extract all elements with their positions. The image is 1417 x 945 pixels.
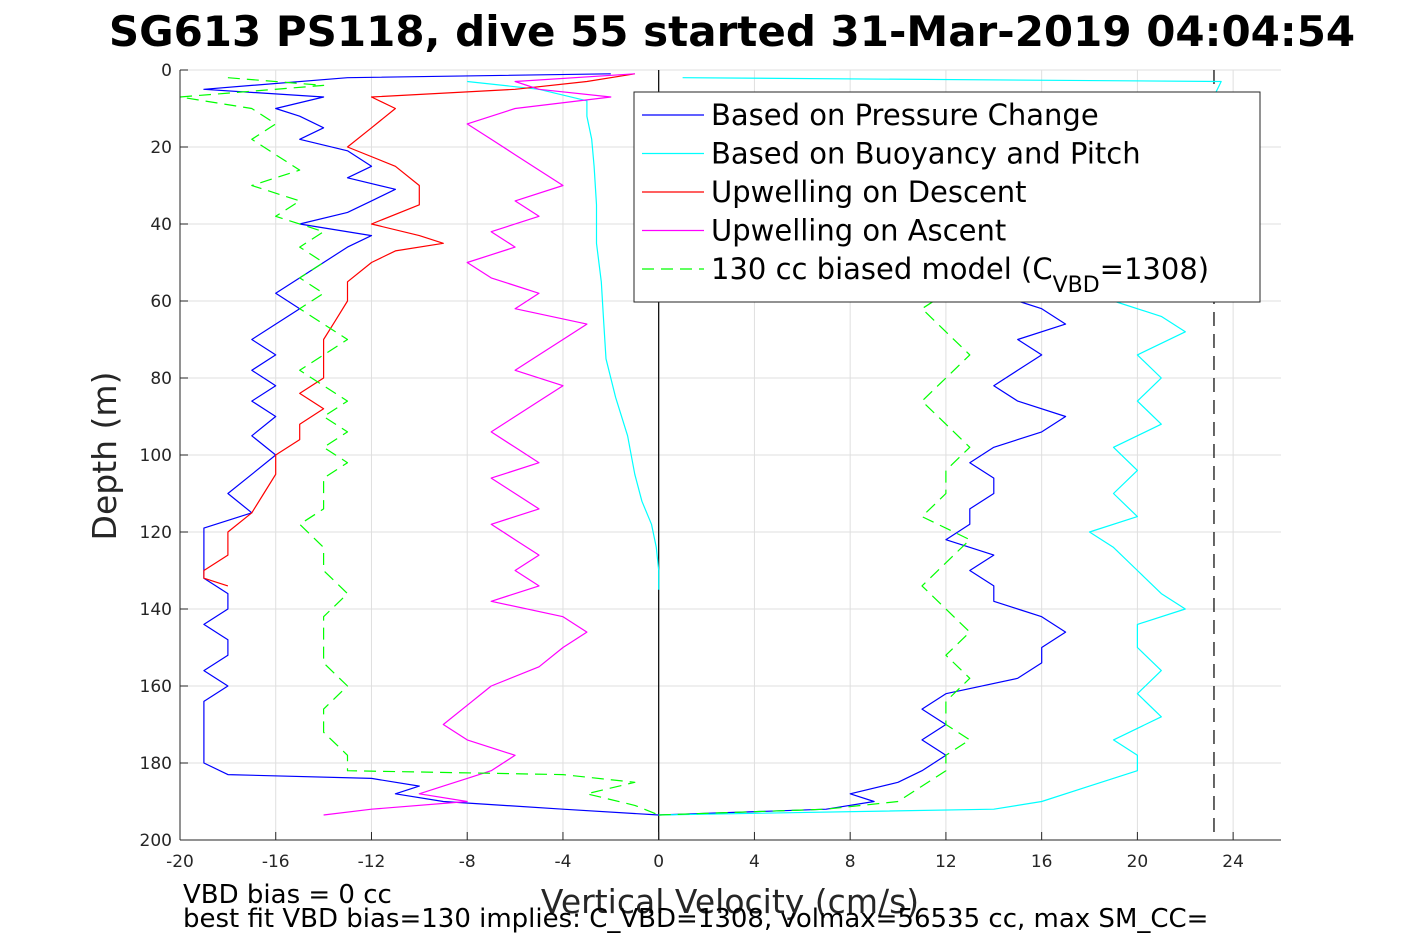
x-axis-label: Vertical Velocity (cm/s) [541, 882, 919, 921]
y-tick-label: 140 [140, 600, 172, 620]
x-tick-label: -8 [459, 852, 476, 872]
x-tick-label: 8 [845, 852, 856, 872]
x-tick-label: 16 [1031, 852, 1053, 872]
best-fit-note: best fit VBD bias=130 implies: C_VBD=130… [183, 904, 1208, 934]
series-line-2-descent [467, 80, 660, 590]
series-line-5-ascent [658, 292, 971, 816]
legend-label: Upwelling on Descent [711, 175, 1027, 209]
y-tick-label: 60 [150, 292, 172, 312]
chart-title: SG613 PS118, dive 55 started 31-Mar-2019… [109, 7, 1355, 56]
series-line-5-descent [179, 77, 659, 816]
y-axis-label: Depth (m) [85, 372, 124, 541]
legend-label: Upwelling on Ascent [711, 214, 1006, 248]
x-tick-label: 24 [1222, 852, 1244, 872]
y-tick-label: 40 [150, 215, 172, 235]
series-line-1-descent [203, 73, 659, 816]
y-tick-label: 160 [140, 677, 172, 697]
legend-label: Based on Buoyancy and Pitch [711, 137, 1141, 171]
axes: -20 -16 -12 -8 -4 0 4 8 12 16 20 24 0 20 40 60 80 100 120 1… [140, 61, 1281, 872]
y-tick-label: 120 [140, 523, 172, 543]
series-line-4-ascent [323, 73, 635, 816]
x-tick-label: -20 [166, 852, 194, 872]
x-tick-label: 12 [935, 852, 957, 872]
x-tick-label: -4 [554, 852, 571, 872]
y-tick-label: 200 [140, 831, 172, 851]
y-tick-label: 100 [140, 446, 172, 466]
vbd-bias-note: VBD bias = 0 cc [183, 880, 392, 910]
series-group [179, 73, 1222, 816]
y-tick-label: 20 [150, 138, 172, 158]
series-line-2-ascent [658, 77, 1222, 816]
legend: Based on Pressure Change Based on Buoyanc… [633, 91, 1261, 303]
x-tick-label: 4 [749, 852, 760, 872]
x-tick-label: 0 [653, 852, 664, 872]
y-tick-label: 180 [140, 754, 172, 774]
y-tick-label: 0 [161, 61, 172, 81]
x-tick-label: 20 [1127, 852, 1149, 872]
series-line-3-descent [203, 73, 635, 587]
x-tick-label: -12 [358, 852, 386, 872]
y-tick-label: 80 [150, 369, 172, 389]
legend-box [633, 91, 1261, 303]
legend-label: Based on Pressure Change [711, 98, 1099, 132]
x-tick-label: -16 [262, 852, 290, 872]
